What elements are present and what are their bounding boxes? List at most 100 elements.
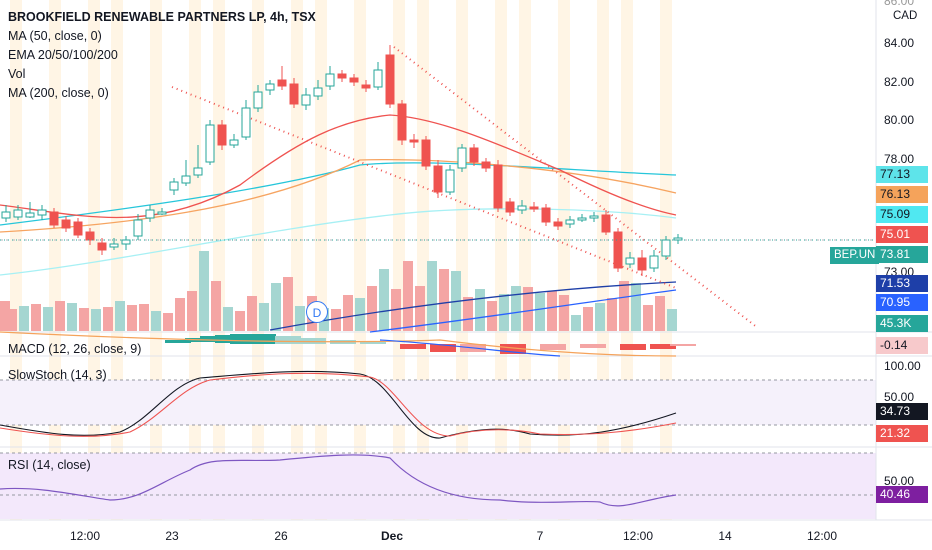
volume-bar (415, 286, 425, 331)
price-tick: 84.00 (884, 36, 915, 50)
volume-bar (127, 305, 137, 331)
candle-body (337, 73, 347, 79)
macd-histogram-bar (670, 344, 696, 346)
dividend-marker[interactable]: D (306, 301, 328, 323)
price-label: 75.09 (876, 206, 928, 223)
time-tick: 14 (718, 529, 732, 543)
candle-body (145, 209, 155, 219)
candle-body (589, 215, 599, 219)
volume-bar (295, 306, 305, 331)
session-band (315, 0, 327, 520)
volume-bar (7, 309, 17, 331)
candle-body (157, 211, 167, 215)
stoch-pane-band (0, 380, 876, 425)
volume-bar (211, 281, 221, 331)
volume-bar (595, 303, 605, 331)
price-label: 73.81 (876, 246, 928, 263)
candle-body (445, 169, 455, 193)
indicator-vol[interactable]: Vol (8, 67, 26, 81)
rsi-line (0, 454, 677, 507)
volume-bar (91, 309, 101, 331)
macd-histogram-bar (250, 334, 276, 344)
candle-body (25, 212, 35, 218)
candle-body (541, 207, 551, 223)
stoch-label[interactable]: SlowStoch (14, 3) (8, 368, 107, 382)
chart-legend: BROOKFIELD RENEWABLE PARTNERS LP, 4h, TS… (8, 8, 316, 103)
rsi-label[interactable]: RSI (14, close) (8, 458, 91, 472)
candle-body (361, 84, 371, 89)
macd-value: -0.14 (876, 337, 928, 354)
symbol-tag[interactable]: BEP.UN (830, 247, 880, 264)
session-band (417, 0, 429, 520)
macd-histogram-bar (360, 342, 386, 344)
macd-line (379, 339, 561, 357)
volume-bar (439, 269, 449, 331)
volume-bar (607, 298, 617, 331)
candle-body (181, 175, 191, 184)
candle-body (481, 161, 491, 169)
stoch-d-value: 21.32 (876, 425, 928, 442)
candle-body (673, 237, 683, 241)
indicator-ma50[interactable]: MA (50, close, 0) (8, 29, 102, 43)
candle-body (1, 211, 11, 219)
candle-body (385, 54, 395, 105)
volume-bar (199, 251, 209, 331)
volume-bar (403, 261, 413, 331)
rsi-tick: 50.00 (884, 474, 915, 488)
volume-bar (115, 301, 125, 331)
candle-body (97, 242, 107, 251)
candle-body (493, 164, 503, 209)
macd-label[interactable]: MACD (12, 26, close, 9) (8, 342, 142, 356)
moving-average-line (0, 208, 677, 276)
candle-body (49, 211, 59, 226)
candle-body (433, 165, 443, 193)
time-tick: 7 (536, 529, 544, 543)
price-tick: 78.00 (884, 152, 915, 166)
candle-body (625, 257, 635, 265)
candle-body (193, 167, 203, 176)
candle-body (397, 103, 407, 141)
macd-histogram-bar (430, 344, 456, 352)
volume-bar (643, 305, 653, 331)
candle-body (313, 87, 323, 97)
currency-label[interactable]: CAD (893, 10, 918, 22)
volume-bar (535, 293, 545, 331)
session-band (393, 0, 405, 520)
candle-body (109, 243, 119, 248)
moving-average-line (369, 289, 677, 333)
macd-histogram-bar (230, 334, 256, 344)
volume-bar (583, 307, 593, 331)
volume-bar (19, 306, 29, 331)
volume-bar (187, 291, 197, 331)
price-label: 75.01 (876, 226, 928, 243)
indicator-ema[interactable]: EMA 20/50/100/200 (8, 48, 118, 62)
candle-body (373, 69, 383, 88)
volume-bar (619, 281, 629, 331)
indicator-ma200[interactable]: MA (200, close, 0) (8, 86, 109, 100)
candle-body (85, 231, 95, 241)
time-tick: 23 (165, 529, 179, 543)
volume-bar (79, 308, 89, 331)
trend-line (171, 86, 677, 289)
macd-histogram-bar (200, 336, 226, 342)
volume-bar (139, 304, 149, 331)
symbol-title[interactable]: BROOKFIELD RENEWABLE PARTNERS LP, 4h, TS… (8, 10, 316, 24)
macd-histogram-bar (400, 344, 426, 349)
candle-body (637, 257, 647, 271)
price-label: 45.3K (876, 315, 928, 332)
stoch-k-value: 34.73 (876, 403, 928, 420)
volume-bar (151, 311, 161, 331)
candle-body (73, 221, 83, 236)
candle-body (229, 139, 239, 146)
moving-average-line (0, 114, 677, 219)
volume-bar (259, 303, 269, 331)
price-tick: 86.00 (884, 0, 915, 8)
candle-body (61, 219, 71, 229)
volume-bar (0, 301, 10, 331)
volume-bar (163, 313, 173, 331)
candle-body (301, 94, 311, 106)
stoch-tick: 100.00 (884, 359, 921, 373)
price-label: 71.53 (876, 275, 928, 292)
session-band (519, 0, 531, 520)
